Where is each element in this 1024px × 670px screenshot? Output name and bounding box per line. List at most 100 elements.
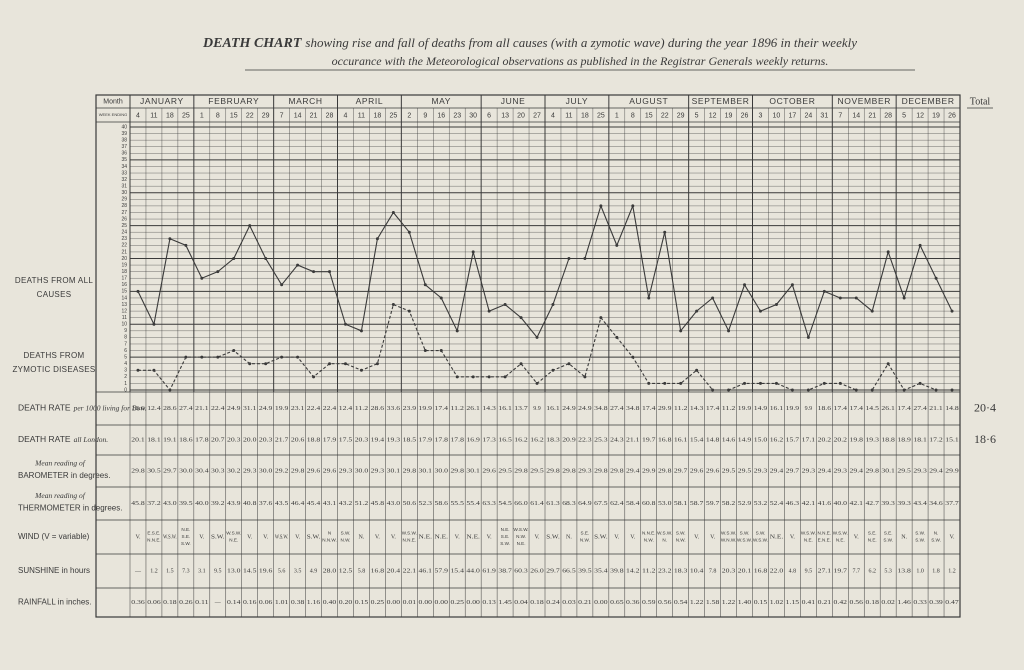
table-cell: 0.20 [339, 600, 352, 606]
y-tick-label: 32 [121, 177, 127, 183]
table-cell: 20.3 [355, 437, 368, 443]
data-point [838, 296, 842, 300]
table-cell: 18.8 [881, 437, 894, 443]
table-cell: W.S.W. N.W. N.E. [514, 527, 529, 546]
table-cell: 18.8 [307, 437, 320, 443]
table-cell: 20.2 [834, 437, 847, 443]
x-tick-label: 21 [868, 112, 876, 119]
x-tick-label: 7 [280, 112, 284, 119]
table-cell: 0.24 [546, 600, 559, 606]
x-tick-label: 14 [852, 112, 860, 119]
table-cell: 0.00 [594, 600, 607, 606]
table-cell: 58.6 [435, 501, 448, 507]
table-cell: 20.1 [738, 568, 751, 574]
table-cell: 29.2 [275, 468, 288, 474]
row-label: THERMOMETER in degrees. [18, 504, 122, 513]
y-tick-label: 3 [124, 368, 127, 374]
x-tick-label: 11 [565, 112, 572, 119]
data-point [950, 309, 954, 313]
table-cell: 16.2 [770, 437, 783, 443]
x-tick-label: 1 [615, 112, 619, 119]
table-cell: 15.1 [945, 437, 958, 443]
table-cell: 29.4 [626, 468, 639, 474]
table-cell: 43.2 [339, 501, 352, 507]
table-cell: 20.0 [243, 437, 256, 443]
table-cell: 18.3 [674, 568, 687, 574]
data-point [168, 388, 172, 392]
table-cell: 9.5 [805, 568, 813, 574]
table-cell: 17.8 [450, 437, 463, 443]
table-cell: 0.15 [754, 600, 767, 606]
data-point [854, 388, 858, 392]
table-cell: 22.4 [323, 406, 336, 412]
table-cell: 11.2 [355, 406, 368, 412]
table-cell: N.E. S.E. S.W. [500, 527, 510, 546]
data-point [391, 303, 395, 307]
table-cell: 0.38 [291, 600, 304, 606]
series-label: DEATHS FROM ALL CAUSES [14, 276, 94, 299]
chart-title: DEATH CHART showing rise and fall of deat… [202, 35, 857, 51]
data-point [391, 210, 395, 214]
table-cell: 17.9 [419, 437, 432, 443]
table-cell: 42.1 [850, 501, 863, 507]
table-cell: 58.4 [626, 501, 639, 507]
data-point [902, 296, 906, 300]
table-cell: — [134, 568, 142, 574]
table-cell: 29.9 [642, 468, 655, 474]
x-tick-label: 28 [884, 112, 892, 119]
table-cell: 29.4 [850, 468, 863, 474]
y-tick-label: 22 [121, 243, 127, 249]
table-cell: 7.8 [709, 568, 717, 574]
data-point [407, 309, 411, 313]
table-cell: 66.0 [514, 501, 527, 507]
x-tick-label: 20 [517, 112, 525, 119]
table-cell: 27.4 [610, 406, 623, 412]
data-point [136, 368, 140, 372]
data-point [519, 316, 523, 320]
y-tick-label: 33 [121, 170, 127, 176]
x-tick-label: 5 [695, 112, 699, 119]
table-cell: 45.8 [371, 501, 384, 507]
table-cell: 0.04 [514, 600, 527, 606]
table-cell: N. S.W. [931, 531, 941, 543]
table-cell: 53.2 [754, 501, 767, 507]
data-point [216, 270, 220, 274]
table-cell: 0.13 [482, 600, 495, 606]
data-point [631, 204, 635, 208]
table-cell: 29.8 [291, 468, 304, 474]
table-cell: 29.8 [403, 468, 416, 474]
y-tick-label: 18 [121, 269, 127, 275]
table-cell: 0.21 [818, 600, 831, 606]
table-cell: 1.16 [307, 600, 320, 606]
data-point [695, 309, 699, 313]
table-cell: 46.3 [786, 501, 799, 507]
table-cell: 43.9 [227, 501, 240, 507]
table-cell: 1.58 [706, 600, 719, 606]
y-tick-label: 9 [124, 328, 127, 334]
table-cell: 58.7 [690, 501, 703, 507]
table-cell: 29.8 [610, 468, 623, 474]
table-cell: 24.9 [227, 406, 240, 412]
table-cell: 11.2 [450, 406, 463, 412]
row-label-main: DEATH RATE [18, 403, 71, 413]
data-point [615, 243, 619, 247]
table-cell: 0.41 [802, 600, 815, 606]
data-point [535, 381, 539, 385]
table-cell: 15.7 [786, 437, 799, 443]
table-cell: 29.3 [754, 468, 767, 474]
table-cell: N.N.E. N.W. [642, 531, 656, 543]
table-cell: 30.5 [147, 468, 160, 474]
table-cell: V. [375, 534, 381, 540]
table-cell: 43.5 [275, 501, 288, 507]
y-tick-label: 28 [121, 203, 127, 209]
table-cell: 0.06 [259, 600, 272, 606]
table-cell: 20.3 [722, 568, 735, 574]
x-tick-label: 27 [533, 112, 541, 119]
table-cell: 39.5 [179, 501, 192, 507]
table-cell: V. [614, 534, 620, 540]
table-cell: S.W. [594, 534, 608, 540]
table-cell: 35.4 [594, 568, 607, 574]
x-tick-label: 4 [136, 112, 140, 119]
table-cell: 14.8 [706, 437, 719, 443]
data-point [184, 355, 188, 359]
